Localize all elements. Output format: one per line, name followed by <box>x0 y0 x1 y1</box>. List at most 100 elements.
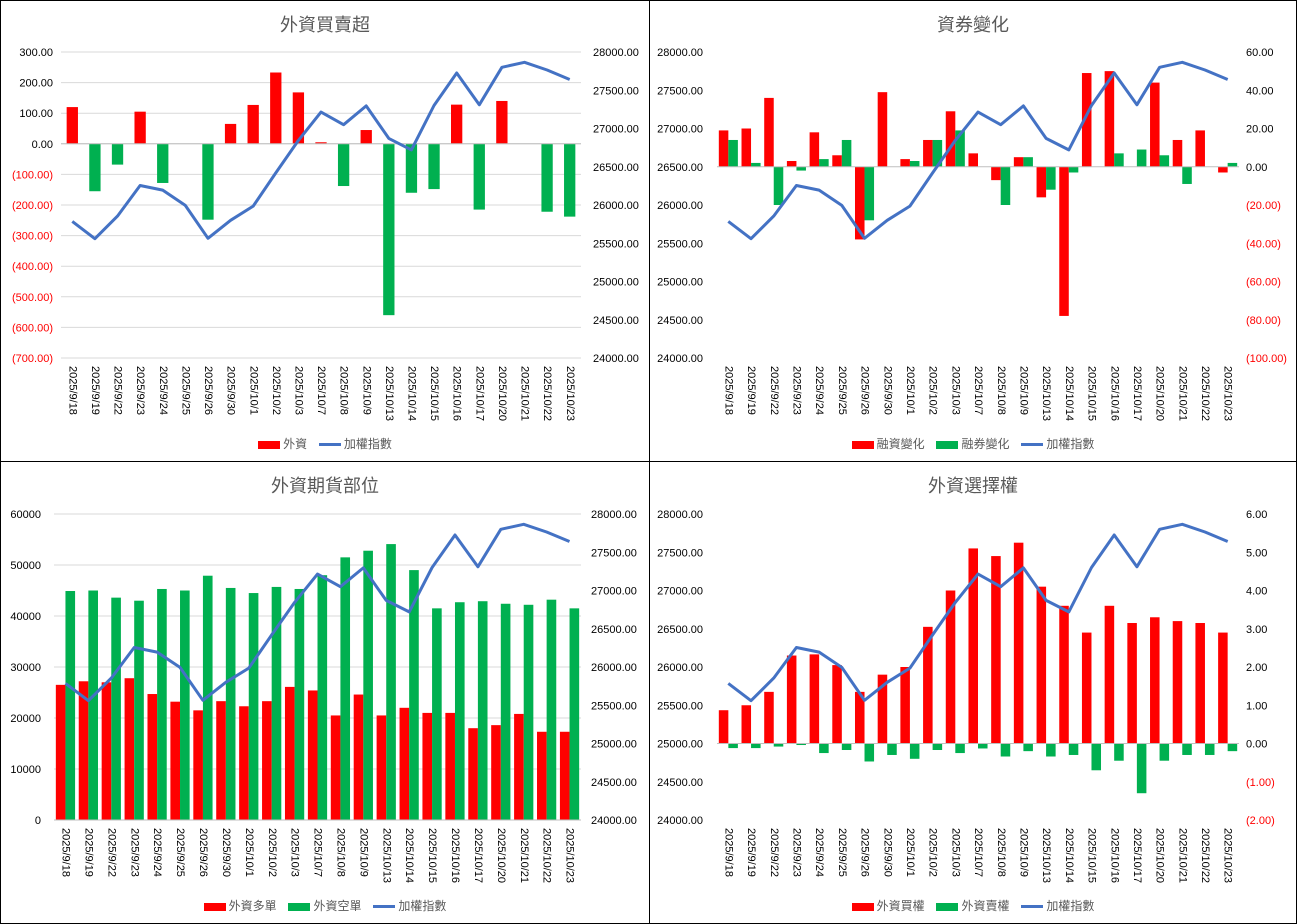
y-tick-label-left: (400.00) <box>12 261 53 273</box>
bar <box>1218 632 1228 744</box>
x-tick-label: 2025/9/19 <box>745 828 757 877</box>
bar <box>773 743 784 747</box>
chart-title: 外資期貨部位 <box>271 476 379 497</box>
bar <box>854 166 865 240</box>
index-line <box>71 60 571 241</box>
y-tick-label-right: 26000.00 <box>593 200 639 212</box>
x-tick-label: 2025/10/7 <box>972 828 984 877</box>
x-tick-label: 2025/10/21 <box>1176 828 1188 883</box>
legend-swatch <box>203 902 226 911</box>
index-line <box>727 522 1229 703</box>
bar <box>1182 166 1192 184</box>
bar <box>422 712 433 820</box>
legend-item: 外資多單 <box>203 897 277 914</box>
x-tick-label: 2025/10/8 <box>335 828 347 877</box>
y-tick-label-right: 26500.00 <box>591 624 637 636</box>
bar <box>491 725 501 820</box>
bar <box>445 712 455 820</box>
y-tick-label-right: 5.00 <box>1246 547 1267 559</box>
bar <box>1114 743 1124 761</box>
x-tick-label: 2025/10/7 <box>312 828 324 877</box>
y-tick-label-left: (300.00) <box>12 231 53 243</box>
bar <box>363 550 373 820</box>
x-tick-label: 2025/9/18 <box>66 366 78 415</box>
chart-plot: 0 10000 20000 30000 40000 50000 60000 24000.00 2… <box>10 509 637 883</box>
bar <box>1023 157 1033 167</box>
bar <box>1059 605 1069 744</box>
x-tick-label: 2025/10/15 <box>426 828 438 883</box>
chart-title: 資券變化 <box>937 15 1009 36</box>
y-tick-label-left: 27500.00 <box>657 85 703 97</box>
bar <box>932 139 943 167</box>
x-tick-label: 2025/9/24 <box>151 828 163 877</box>
y-tick-label-left: 50000 <box>10 560 41 572</box>
bar <box>500 603 511 820</box>
y-tick-label-left: 200.00 <box>19 78 53 90</box>
x-tick-label: 2025/10/13 <box>380 828 392 883</box>
y-tick-label-right: 27000.00 <box>593 124 639 136</box>
y-tick-label-right: 28000.00 <box>593 47 639 59</box>
y-tick-label-right: 0.00 <box>1246 739 1267 751</box>
x-tick-label: 2025/10/8 <box>338 366 350 415</box>
bar <box>854 691 865 744</box>
bar <box>991 556 1001 744</box>
legend-swatch <box>1021 443 1044 446</box>
bar <box>1159 155 1170 167</box>
bar <box>1136 149 1147 167</box>
bar <box>991 166 1001 181</box>
x-tick-label: 2025/10/15 <box>1086 828 1098 883</box>
bar <box>841 743 852 751</box>
x-tick-label: 2025/10/14 <box>1063 366 1075 421</box>
bar <box>124 678 135 820</box>
legend-label: 加權指數 <box>1046 437 1095 451</box>
bar <box>741 705 752 744</box>
x-tick-label: 2025/9/30 <box>220 828 232 877</box>
y-tick-label-left: 28000.00 <box>657 47 703 59</box>
bar <box>955 743 965 754</box>
x-tick-label: 2025/10/1 <box>904 828 916 877</box>
bar <box>764 691 774 744</box>
y-tick-label-left: 28000.00 <box>657 509 703 521</box>
bar <box>1068 166 1079 173</box>
x-tick-label: 2025/10/3 <box>949 828 961 877</box>
y-tick-label-left: 40000 <box>10 611 41 623</box>
bar <box>1023 743 1033 752</box>
bar <box>292 92 305 144</box>
y-tick-label-left: 26000.00 <box>657 200 703 212</box>
legend-swatch <box>373 905 396 908</box>
x-tick-label: 2025/9/22 <box>768 828 780 877</box>
x-tick-label: 2025/10/14 <box>1063 828 1075 883</box>
y-tick-label-left: 26500.00 <box>657 162 703 174</box>
x-tick-label: 2025/10/8 <box>995 366 1007 415</box>
chart-legend: 外資 加權指數 <box>1 435 649 452</box>
y-tick-label-right: (40.00) <box>1246 238 1281 250</box>
legend-label: 外資多單 <box>228 899 277 913</box>
bar <box>809 654 820 744</box>
bar <box>1195 130 1205 167</box>
bar <box>315 142 327 144</box>
bar <box>978 743 988 749</box>
legend-label: 外資 <box>283 437 308 451</box>
y-tick-label-left: 24000.00 <box>657 815 703 827</box>
bar <box>294 588 305 820</box>
x-tick-label: 2025/9/22 <box>112 366 124 415</box>
bar <box>239 706 249 820</box>
x-tick-label: 2025/9/26 <box>859 828 871 877</box>
bar <box>157 588 167 820</box>
bar <box>923 626 933 744</box>
y-tick-label-left: 27000.00 <box>657 124 703 136</box>
bar <box>932 743 943 751</box>
legend-swatch <box>936 440 959 449</box>
bar <box>247 104 259 144</box>
bar <box>330 715 341 820</box>
bar <box>1150 617 1160 744</box>
x-tick-label: 2025/9/30 <box>881 366 893 415</box>
bar <box>569 608 580 820</box>
y-tick-label-left: 20000 <box>10 713 41 725</box>
bar <box>877 674 888 744</box>
bar <box>473 143 485 210</box>
y-tick-label-right: 0.00 <box>1246 162 1267 174</box>
x-tick-label: 2025/10/14 <box>406 366 418 421</box>
bar <box>1091 743 1102 771</box>
bar <box>909 161 920 167</box>
